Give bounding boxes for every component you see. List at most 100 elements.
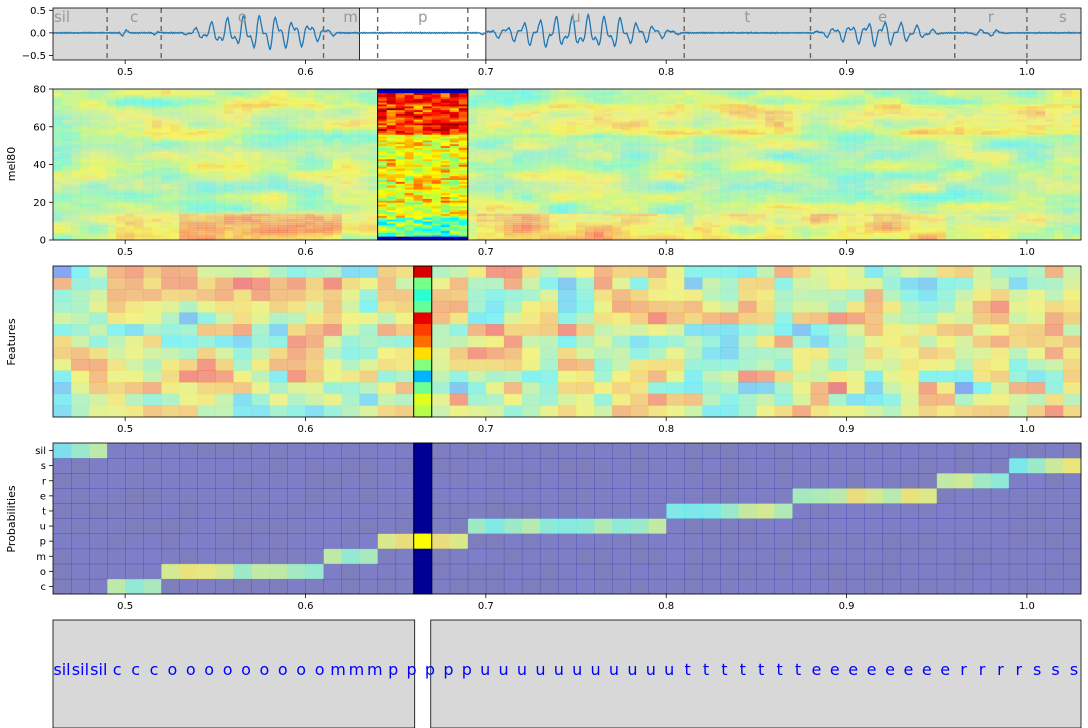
mel-cell	[98, 155, 108, 158]
mel-cell	[269, 223, 279, 226]
mel-cell	[594, 204, 604, 207]
mel-cell	[323, 187, 333, 190]
mel-cell	[71, 122, 81, 126]
mel-cell	[80, 224, 90, 228]
mel-cell	[161, 221, 171, 224]
mel-cell	[89, 206, 99, 209]
mel-cell	[287, 94, 297, 97]
mel-cell	[89, 107, 99, 111]
mel-cell	[215, 179, 225, 182]
mel-cell	[521, 136, 532, 139]
mel-cell	[521, 236, 532, 239]
mel-cell	[179, 139, 189, 143]
mel-cell	[278, 196, 288, 199]
mel-cell	[98, 192, 108, 196]
mel-cell	[449, 200, 460, 203]
mel-cell	[548, 192, 559, 196]
mel-cell	[89, 183, 99, 186]
mel-cell	[116, 189, 126, 192]
mel-cell	[404, 177, 415, 180]
mel-cell	[341, 105, 351, 109]
mel-cell	[251, 121, 261, 124]
mel-cell	[152, 104, 162, 107]
mel-cell	[476, 96, 487, 99]
mel-cell	[152, 175, 162, 179]
mel-cell	[314, 92, 324, 96]
mel-cell	[224, 136, 234, 139]
mel-cell	[170, 194, 180, 197]
mel-cell	[422, 136, 433, 139]
mel-cell	[494, 147, 505, 150]
mel-cell	[332, 207, 342, 211]
mel-cell	[539, 145, 550, 148]
mel-cell	[404, 183, 415, 186]
mel-cell	[413, 230, 424, 233]
mel-cell	[594, 111, 604, 114]
mel-cell	[576, 115, 586, 118]
mel-cell	[377, 145, 388, 148]
mel-cell	[233, 89, 243, 92]
mel-cell	[395, 121, 406, 124]
mel-cell	[395, 238, 406, 241]
mel-cell	[350, 194, 360, 197]
mel-cell	[134, 117, 144, 120]
mel-cell	[296, 166, 306, 169]
mel-cell	[350, 98, 360, 101]
mel-cell	[512, 130, 523, 133]
mel-cell	[341, 160, 351, 164]
mel-cell	[530, 143, 541, 147]
mel-cell	[503, 217, 514, 220]
mel-cell	[404, 153, 415, 156]
mel-cell	[323, 238, 333, 241]
mel-cell	[224, 166, 234, 169]
mel-cell	[296, 122, 306, 126]
mel-cell	[476, 121, 487, 124]
mel-cell	[359, 126, 370, 130]
mel-cell	[585, 181, 595, 184]
mel-cell	[485, 175, 496, 179]
segment-label: m	[343, 8, 358, 26]
mel-cell	[431, 158, 442, 162]
mel-cell	[296, 200, 306, 203]
mel-cell	[224, 100, 234, 103]
mel-cell	[152, 211, 162, 214]
mel-cell	[206, 151, 216, 154]
mel-cell	[305, 234, 315, 237]
mel-cell	[431, 128, 442, 131]
mel-cell	[449, 181, 460, 184]
mel-cell	[576, 170, 586, 173]
mel-cell	[368, 190, 379, 194]
mel-cell	[80, 234, 90, 237]
mel-cell	[585, 124, 595, 128]
mel-cell	[80, 153, 90, 156]
mel-cell	[404, 138, 415, 141]
mel-cell	[440, 215, 451, 218]
mel-cell	[107, 200, 117, 203]
mel-cell	[386, 111, 397, 114]
mel-cell	[485, 185, 496, 188]
mel-cell	[98, 194, 108, 197]
mel-cell	[269, 121, 279, 124]
mel-cell	[413, 183, 424, 186]
mel-cell	[206, 100, 216, 103]
mel-cell	[323, 98, 333, 101]
mel-cell	[224, 92, 234, 96]
mel-cell	[548, 136, 559, 139]
mel-cell	[440, 98, 451, 101]
mel-cell	[296, 215, 306, 218]
mel-cell	[404, 166, 415, 169]
mel-cell	[116, 190, 126, 194]
mel-cell	[107, 145, 117, 148]
mel-cell	[404, 122, 415, 126]
mel-cell	[476, 100, 487, 103]
mel-cell	[98, 138, 108, 141]
mel-cell	[242, 211, 252, 214]
mel-cell	[548, 122, 559, 126]
mel-cell	[80, 170, 90, 173]
mel-cell	[251, 187, 261, 190]
mel-cell	[594, 155, 604, 158]
mel-cell	[431, 207, 442, 211]
mel-cell	[530, 187, 541, 190]
mel-cell	[80, 175, 90, 179]
mel-cell	[386, 173, 397, 177]
